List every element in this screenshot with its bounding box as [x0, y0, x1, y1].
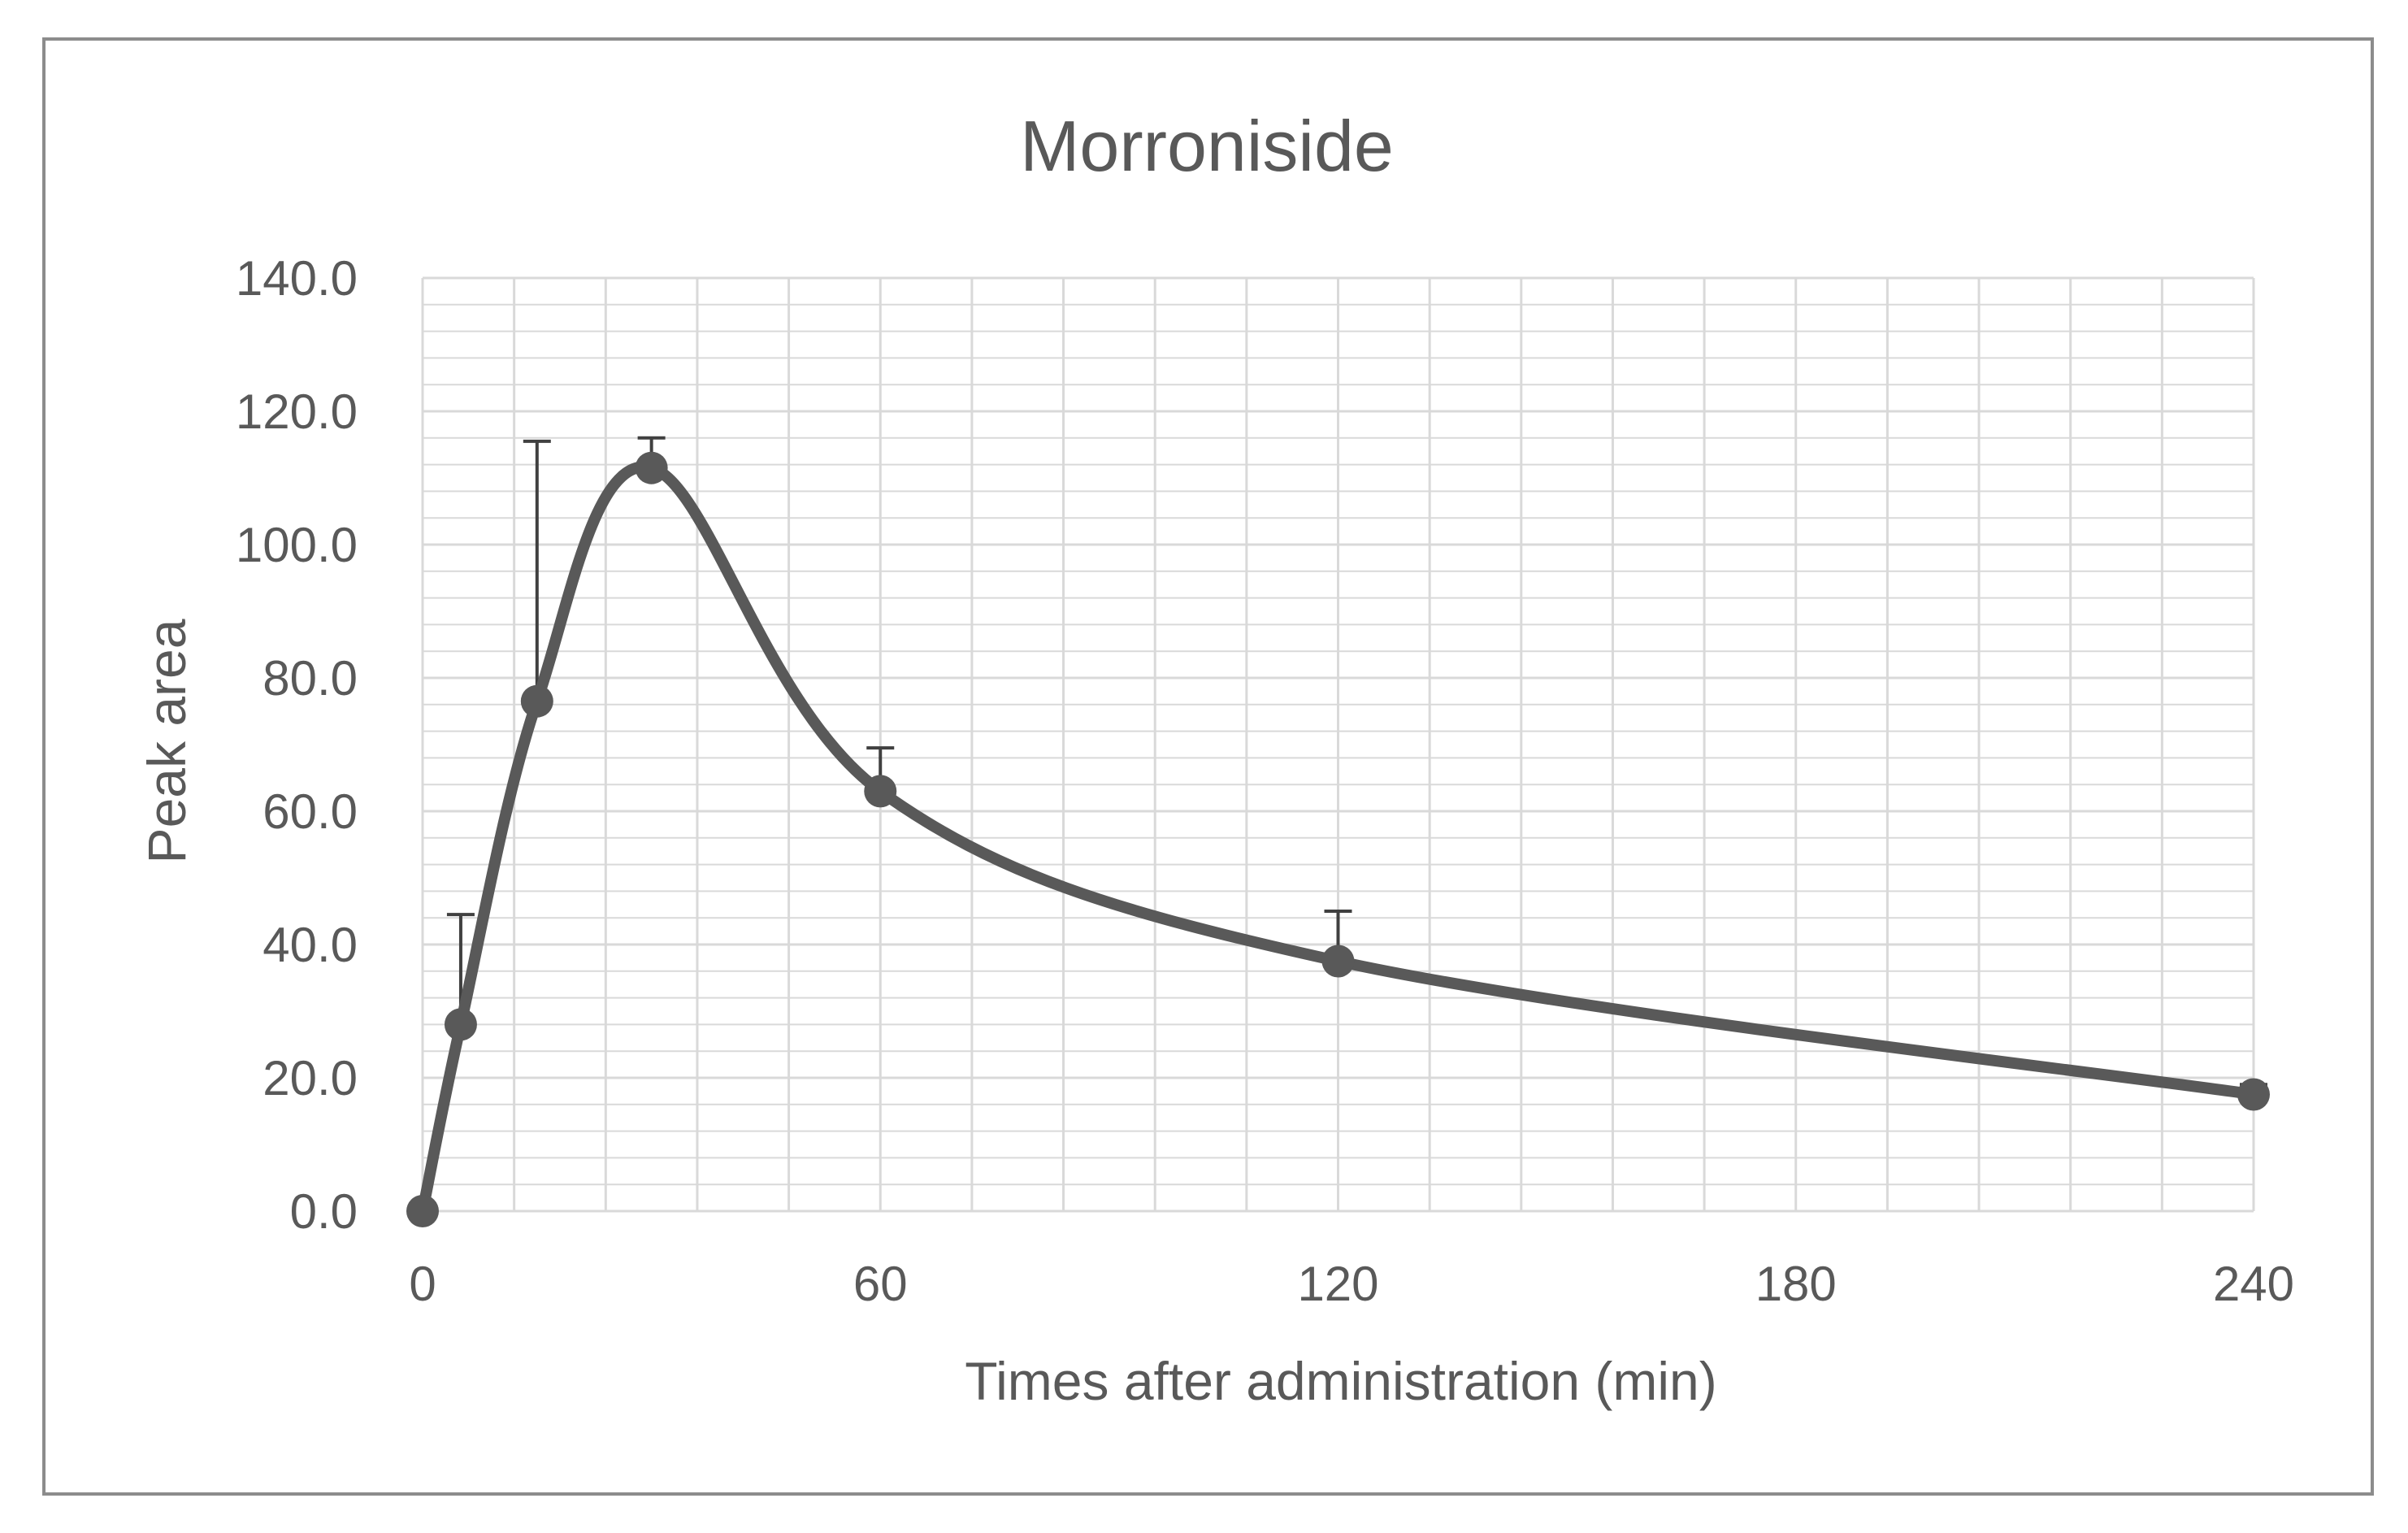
- y-tick-label: 120.0: [236, 384, 358, 439]
- y-axis-label: Peak area: [137, 619, 197, 863]
- grid: [421, 276, 2255, 1213]
- data-point: [864, 775, 897, 808]
- y-tick-label: 80.0: [262, 651, 358, 706]
- data-point: [1321, 945, 1355, 978]
- y-tick-label: 40.0: [262, 918, 358, 972]
- x-tick-label: 60: [853, 1257, 908, 1311]
- y-tick-label: 140.0: [236, 251, 358, 306]
- data-point: [444, 1008, 477, 1041]
- x-tick-label: 240: [2213, 1257, 2294, 1311]
- data-point: [2237, 1078, 2270, 1111]
- chart-frame: [42, 37, 2374, 1496]
- y-axis-ticks: 0.0 20.0 40.0 60.0 80.0 100.0 120.0 140.0: [236, 251, 358, 1239]
- data-point: [406, 1195, 439, 1227]
- x-tick-label: 120: [1297, 1257, 1378, 1311]
- x-tick-label: 0: [409, 1257, 436, 1311]
- y-tick-label: 0.0: [290, 1184, 358, 1239]
- error-bars: [446, 436, 2267, 1095]
- y-tick-label: 60.0: [262, 784, 358, 839]
- y-tick-label: 20.0: [262, 1051, 358, 1105]
- chart-title: Morroniside: [1020, 106, 1394, 186]
- data-points: [406, 451, 2270, 1227]
- data-point: [635, 451, 668, 484]
- data-point: [520, 684, 553, 718]
- x-axis-ticks: 0 60 120 180 240: [409, 1257, 2294, 1311]
- x-tick-label: 180: [1755, 1257, 1837, 1311]
- y-tick-label: 100.0: [236, 518, 358, 572]
- x-axis-label: Times after administration (min): [965, 1351, 1716, 1411]
- series-line: [417, 461, 2259, 1217]
